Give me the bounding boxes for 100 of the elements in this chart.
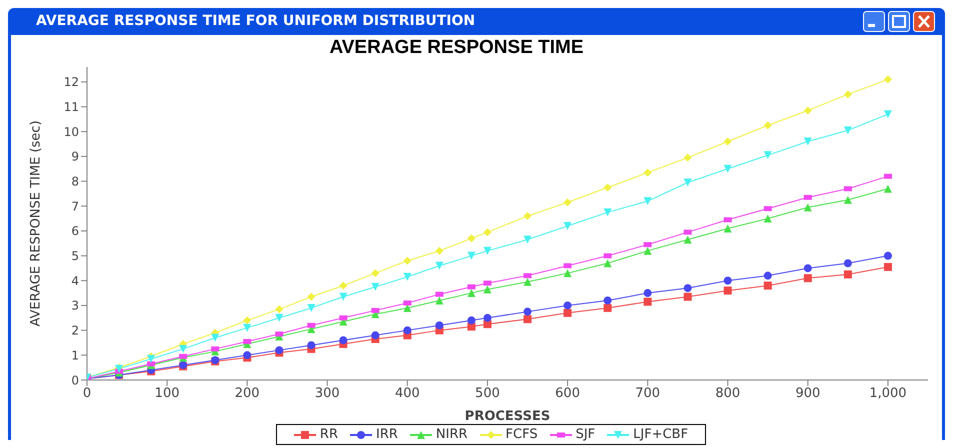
y-tick-label: 0 <box>71 373 79 388</box>
point <box>844 259 852 268</box>
x-tick-label: 100 <box>154 386 180 402</box>
point <box>483 246 492 255</box>
point <box>604 259 612 268</box>
point <box>339 292 348 301</box>
x-tick-label: 700 <box>635 386 660 402</box>
point <box>684 178 692 187</box>
point <box>724 224 732 232</box>
point <box>884 184 892 193</box>
point <box>804 138 812 146</box>
point <box>467 289 476 298</box>
x-tick-label: 1,000 <box>869 386 907 402</box>
point <box>435 262 444 270</box>
point <box>243 324 252 332</box>
point <box>564 198 572 206</box>
point <box>371 331 380 340</box>
point <box>524 308 532 316</box>
point <box>724 286 732 295</box>
point <box>604 208 612 216</box>
point <box>724 138 732 146</box>
point <box>684 284 692 292</box>
legend-label: IRR <box>374 427 398 442</box>
point <box>179 344 188 353</box>
point <box>483 285 492 294</box>
point <box>483 314 492 322</box>
point <box>844 90 852 98</box>
y-tick-label: 3 <box>71 298 79 313</box>
point <box>403 256 412 265</box>
y-tick-label: 8 <box>71 174 79 189</box>
point <box>764 121 772 130</box>
point <box>804 203 812 212</box>
y-tick-label: 5 <box>71 249 79 264</box>
point <box>275 346 284 354</box>
y-tick-label: 4 <box>71 274 79 288</box>
point <box>764 272 772 280</box>
point <box>844 270 852 278</box>
point <box>844 196 852 204</box>
point <box>724 164 732 173</box>
point <box>684 292 692 301</box>
point <box>844 126 852 134</box>
legend-label: SJF <box>574 427 596 442</box>
point <box>684 154 692 162</box>
legend-label: RR <box>318 427 338 442</box>
y-tick-label: 7 <box>71 199 79 214</box>
x-tick-label: 200 <box>234 386 260 402</box>
point <box>307 341 316 350</box>
point <box>604 296 612 305</box>
point <box>884 110 892 118</box>
point <box>604 304 612 312</box>
y-tick-label: 1 <box>71 348 79 362</box>
x-tick-label: 400 <box>394 386 420 402</box>
point <box>524 236 532 244</box>
point <box>339 282 348 290</box>
point <box>147 354 156 363</box>
point <box>644 197 652 206</box>
point <box>604 183 612 192</box>
point <box>467 252 476 260</box>
x-tick-label: 800 <box>715 386 740 402</box>
point <box>243 351 252 360</box>
point <box>403 326 412 334</box>
x-tick-label: 300 <box>314 386 340 402</box>
point <box>804 274 812 282</box>
point <box>644 246 652 255</box>
point <box>564 308 572 317</box>
point <box>483 228 492 236</box>
y-tick-label: 6 <box>71 224 79 238</box>
point <box>467 316 476 324</box>
x-axis-title: PROCESSES <box>464 409 550 424</box>
point <box>564 222 572 230</box>
y-tick-label: 11 <box>64 100 79 114</box>
point <box>764 151 772 160</box>
y-tick-label: 9 <box>71 150 79 164</box>
point <box>403 272 412 281</box>
point <box>339 336 348 344</box>
point <box>371 269 380 278</box>
point <box>764 214 772 223</box>
y-tick-label: 10 <box>64 124 79 139</box>
legend-label: FCFS <box>504 427 538 442</box>
y-tick-label: 2 <box>71 324 79 338</box>
point <box>644 298 652 306</box>
point <box>467 234 476 242</box>
point <box>435 321 444 330</box>
point <box>275 305 284 314</box>
point <box>307 304 316 312</box>
point <box>371 282 380 291</box>
point <box>524 278 532 286</box>
point <box>435 296 444 305</box>
legend-label: LJF+CBF <box>632 427 688 442</box>
legend-label: NIRR <box>434 427 468 442</box>
chart-title: AVERAGE RESPONSE TIME <box>328 37 585 59</box>
x-tick-label: 500 <box>475 386 500 402</box>
point <box>764 282 772 290</box>
point <box>884 262 892 271</box>
point <box>644 168 652 177</box>
point <box>211 334 220 342</box>
point <box>644 289 652 298</box>
point <box>524 212 532 220</box>
point <box>684 236 692 244</box>
y-tick-label: 12 <box>64 75 79 90</box>
